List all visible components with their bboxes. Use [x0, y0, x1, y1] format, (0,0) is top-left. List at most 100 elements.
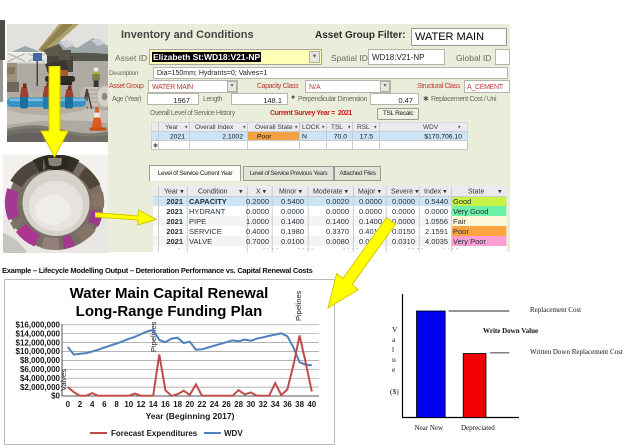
- svg-text:Forecast Expenditures: Forecast Expenditures: [111, 429, 198, 438]
- svg-text:0: 0: [66, 400, 71, 409]
- svg-text:Near New: Near New: [415, 424, 445, 432]
- svg-text:20: 20: [185, 400, 194, 409]
- svg-text:2021: 2021: [166, 217, 183, 226]
- svg-text:e: e: [392, 365, 396, 374]
- svg-text:✱: ✱: [153, 143, 158, 150]
- svg-text:1.0556: 1.0556: [425, 217, 448, 226]
- svg-text:Written Down Replacement Cost: Written Down Replacement Cost: [530, 348, 623, 356]
- svg-text:V: V: [392, 325, 398, 334]
- svg-text:Depreciated: Depreciated: [461, 424, 495, 432]
- svg-text:Year (Beginning 2017): Year (Beginning 2017): [146, 411, 235, 421]
- svg-text:36: 36: [283, 400, 292, 409]
- svg-text:VALVE: VALVE: [189, 237, 212, 246]
- svg-text:Severe ▾: Severe ▾: [391, 189, 419, 196]
- svg-text:0.4010: 0.4010: [359, 227, 382, 236]
- svg-text:0.1400: 0.1400: [281, 217, 304, 226]
- svg-text:▼: ▼: [321, 125, 325, 130]
- svg-text:▼: ▼: [184, 125, 188, 130]
- svg-text:$12,000,000: $12,000,000: [16, 338, 61, 347]
- svg-text:l: l: [392, 345, 394, 354]
- svg-text:- - - -: - - - -: [443, 246, 459, 252]
- svg-text:30: 30: [246, 400, 255, 409]
- svg-text:PIPE: PIPE: [189, 217, 206, 226]
- svg-text:38: 38: [295, 400, 304, 409]
- svg-text:Very Poor: Very Poor: [453, 237, 486, 246]
- svg-text:16: 16: [161, 400, 170, 409]
- svg-text:$8,000,000: $8,000,000: [20, 356, 61, 365]
- svg-text:▼: ▼: [457, 125, 461, 130]
- svg-text:Replacement Cost: Replacement Cost: [530, 306, 581, 314]
- svg-text:6: 6: [102, 400, 107, 409]
- svg-text:Valves: Valves: [59, 369, 68, 391]
- svg-text:X ▾: X ▾: [256, 189, 267, 196]
- svg-text:State: State: [468, 189, 484, 196]
- svg-text:-: -: [178, 246, 181, 252]
- svg-text:($): ($): [390, 387, 399, 396]
- svg-text:0.0000: 0.0000: [392, 217, 415, 226]
- svg-text:▼: ▼: [373, 125, 377, 130]
- svg-text:32: 32: [259, 400, 268, 409]
- svg-text:RSL: RSL: [357, 124, 370, 131]
- svg-text:0.0020: 0.0020: [326, 197, 349, 206]
- svg-text:17.5: 17.5: [360, 134, 373, 141]
- svg-text:0.0100: 0.0100: [281, 237, 304, 246]
- svg-text:0.5440: 0.5440: [425, 197, 448, 206]
- svg-text:2: 2: [78, 400, 83, 409]
- svg-text:26: 26: [222, 400, 231, 409]
- svg-text:2.1591: 2.1591: [425, 227, 448, 236]
- svg-text:2021: 2021: [166, 207, 183, 216]
- svg-text:▾: ▾: [239, 189, 243, 196]
- svg-text:- - - -: - - - -: [263, 246, 279, 252]
- svg-text:Very Good: Very Good: [453, 207, 488, 216]
- svg-text:0.0000: 0.0000: [246, 207, 269, 216]
- svg-text:HYDRANT: HYDRANT: [189, 207, 226, 216]
- svg-text:0.5400: 0.5400: [281, 197, 304, 206]
- svg-text:Water Main Capital Renewal: Water Main Capital Renewal: [70, 285, 269, 302]
- svg-text:0.0000: 0.0000: [392, 197, 415, 206]
- svg-text:$2,000,000: $2,000,000: [20, 383, 61, 392]
- svg-text:Pipelines: Pipelines: [149, 321, 158, 352]
- svg-text:Year ▾: Year ▾: [164, 189, 184, 196]
- svg-text:0.0080: 0.0080: [326, 237, 349, 246]
- svg-text:10: 10: [124, 400, 133, 409]
- svg-text:a: a: [392, 335, 396, 344]
- svg-text:2021: 2021: [166, 227, 183, 236]
- svg-text:$16,000,000: $16,000,000: [16, 321, 61, 330]
- svg-text:- - - -: - - - -: [343, 246, 359, 252]
- svg-text:2.1002: 2.1002: [222, 134, 243, 141]
- svg-text:0.4000: 0.4000: [246, 227, 269, 236]
- svg-text:- - - -: - - - -: [298, 246, 314, 252]
- svg-text:Fair: Fair: [453, 217, 466, 226]
- svg-text:CAPACITY: CAPACITY: [189, 197, 227, 206]
- svg-text:$6,000,000: $6,000,000: [20, 365, 61, 374]
- svg-text:Write Down Value: Write Down Value: [483, 327, 538, 335]
- svg-text:Condition: Condition: [198, 189, 228, 196]
- svg-text:▾: ▾: [498, 189, 502, 196]
- svg-text:0.0000: 0.0000: [392, 207, 415, 216]
- svg-text:$170,706.10: $170,706.10: [424, 134, 462, 141]
- svg-text:- - - -: - - - -: [408, 246, 424, 252]
- svg-text:Year: Year: [165, 124, 179, 131]
- svg-text:0.0000: 0.0000: [281, 207, 304, 216]
- svg-text:▼: ▼: [294, 125, 298, 130]
- svg-text:WDV: WDV: [224, 429, 243, 438]
- svg-text:0.2000: 0.2000: [246, 197, 269, 206]
- svg-text:40: 40: [307, 400, 316, 409]
- svg-text:24: 24: [210, 400, 219, 409]
- svg-text:2021: 2021: [166, 197, 183, 206]
- svg-text:$0: $0: [51, 392, 60, 401]
- svg-text:0.0310: 0.0310: [392, 237, 415, 246]
- svg-text:$14,000,000: $14,000,000: [16, 329, 61, 338]
- svg-text:0.0000: 0.0000: [425, 207, 448, 216]
- svg-text:Index ▾: Index ▾: [424, 189, 447, 196]
- svg-text:▼: ▼: [242, 125, 246, 130]
- svg-text:$10,000,000: $10,000,000: [16, 347, 61, 356]
- svg-text:TSL: TSL: [331, 124, 343, 131]
- svg-text:2021: 2021: [170, 134, 185, 141]
- svg-text:0.3370: 0.3370: [326, 227, 349, 236]
- svg-text:Major ▾: Major ▾: [358, 189, 381, 196]
- svg-text:0.0000: 0.0000: [326, 207, 349, 216]
- svg-text:34: 34: [271, 400, 280, 409]
- svg-text:14: 14: [149, 400, 158, 409]
- svg-text:0.1980: 0.1980: [281, 227, 304, 236]
